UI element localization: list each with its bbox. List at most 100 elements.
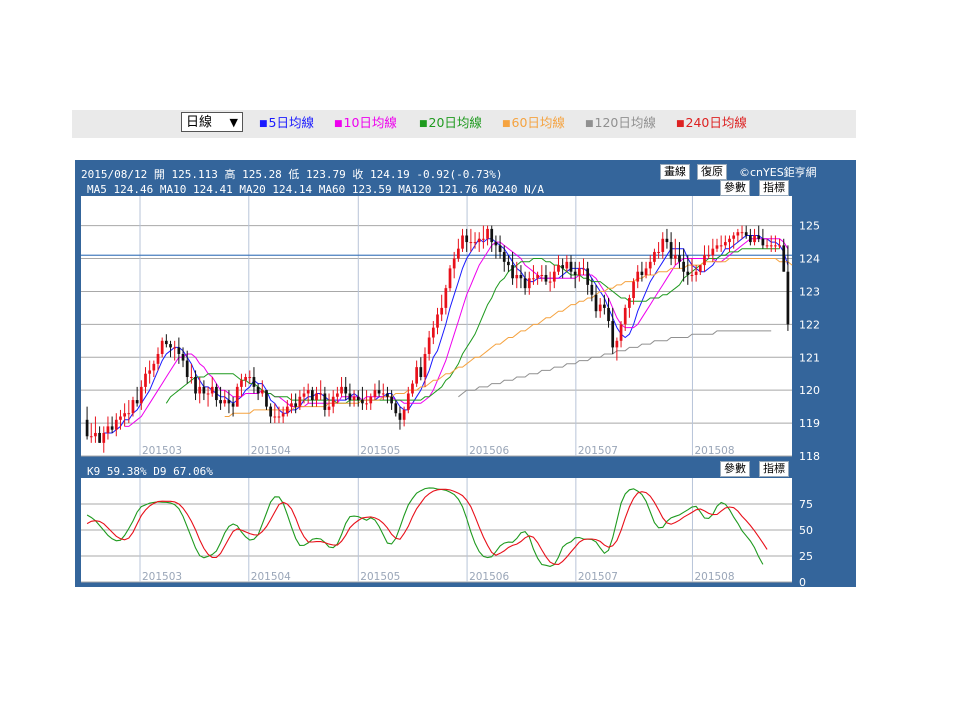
candle [361,386,364,410]
candle [644,261,648,279]
candle [594,284,598,318]
candle [448,265,452,292]
candle-body [782,245,786,272]
candle [402,406,406,427]
ma-line-ma10 [124,238,789,427]
candle-body [494,242,498,246]
candle [98,426,101,443]
period-select[interactable]: 日線 ▼ [181,112,243,132]
candle-body [732,235,736,239]
candle-body [394,403,398,414]
candle-body [590,284,594,295]
draw-button[interactable]: 畫線 [660,164,690,180]
kd-y-tick-label: 50 [799,524,813,537]
candle-body [373,390,377,397]
candle [698,265,702,275]
candle [782,238,786,272]
legend-ma-5[interactable]: ■240日均線 [676,115,747,132]
candle [285,400,289,417]
candle [548,271,552,292]
candle-body [185,360,189,378]
candle-body [769,245,773,247]
candle [761,228,765,249]
kd-params-button[interactable]: 參數 [720,461,750,477]
candle [135,386,139,407]
legend-ma-4[interactable]: ■120日均線 [585,115,656,132]
candle-body [644,268,648,275]
candle [486,225,489,246]
candle-body [248,377,252,379]
candle-body [356,396,360,401]
kd-y-tick-label: 0 [799,576,806,587]
candle [648,255,652,275]
candle [431,321,435,345]
candle-body [607,307,610,322]
legend-ma-3[interactable]: ■60日均線 [502,115,565,132]
candle [177,337,181,364]
kd-indicator-button[interactable]: 指標 [759,461,789,477]
candle-body [565,261,569,269]
candle [536,271,539,285]
candle-body [164,340,168,345]
legend-ma-0[interactable]: ■5日均線 [259,115,314,132]
candle-body [719,245,723,247]
candle [369,393,373,410]
candle [582,258,585,275]
legend-ma-1[interactable]: ■10日均線 [334,115,397,132]
candle [215,383,218,407]
candle-body [507,261,510,266]
legend-ma-2[interactable]: ■20日均線 [419,115,482,132]
indicator-button[interactable]: 指標 [759,180,789,196]
params-button[interactable]: 參數 [720,180,750,196]
candle-body [240,380,243,387]
candle-body [586,268,590,285]
candle-body [152,363,156,371]
candle [319,380,323,401]
candle [127,400,131,424]
candle [415,360,418,387]
candle [244,373,247,387]
candle [703,245,706,272]
candle [223,390,227,407]
candle-body [123,413,126,417]
candle-body [223,400,227,404]
chart-svg: 118 119 120 121 122 123 124 125 0 25 50 75 201503 201… [81,196,820,587]
candle [778,238,781,249]
candle [365,390,368,410]
candle-body [85,419,89,437]
kd-x-tick-label: 201507 [578,571,618,583]
candle [565,255,569,272]
candle [532,265,535,285]
kd-line-d9 [86,488,768,565]
candle-body [761,238,765,246]
candle-body [156,353,160,364]
kd-x-tick-label: 201505 [360,571,400,583]
candle-body [469,242,473,244]
candle [106,416,110,440]
price-y-tick-label: 121 [799,351,820,364]
candle-body [452,258,456,269]
candle [290,393,293,414]
candle-body [477,238,481,243]
candle-body [202,386,206,394]
candle-body [657,251,660,253]
candle [603,294,606,315]
kd-line-k9 [86,487,764,567]
price-y-tick-label: 124 [799,253,820,266]
candle [302,386,306,404]
candle-body [686,271,690,275]
candle [457,238,460,262]
candle [152,360,156,378]
candle [678,242,681,269]
candle [206,386,210,407]
candle [340,377,343,397]
candle [498,235,502,259]
candle [561,258,565,279]
restore-button[interactable]: 復原 [697,164,727,180]
legend-swatch-icon: ■ [334,119,343,129]
candle [511,251,514,285]
candle-body [540,274,544,276]
candle [786,245,790,331]
candle [144,367,147,394]
candle-body [498,245,502,252]
